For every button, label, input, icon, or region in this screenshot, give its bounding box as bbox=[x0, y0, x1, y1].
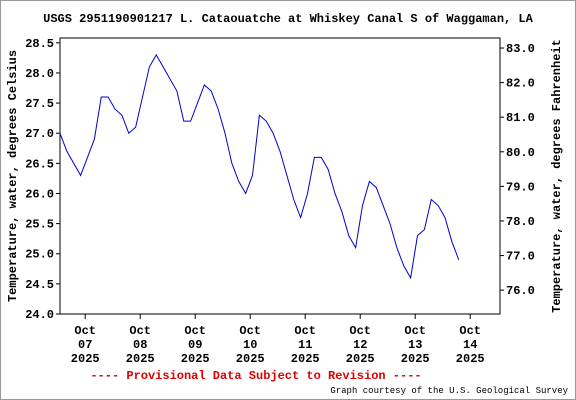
y2-tick-label: 80.0 bbox=[506, 146, 535, 160]
x-tick-label: Oct 09 2025 bbox=[181, 324, 210, 366]
y2-tick-label: 83.0 bbox=[506, 42, 535, 56]
y-tick-label: 26.5 bbox=[25, 157, 54, 171]
y-tick-label: 28.5 bbox=[25, 37, 54, 51]
y2-tick-label: 78.0 bbox=[506, 215, 535, 229]
y-tick-label: 25.5 bbox=[25, 218, 54, 232]
x-tick-label: Oct 14 2025 bbox=[456, 324, 485, 366]
y-tick-label: 24.0 bbox=[25, 308, 54, 322]
y-tick-label: 24.5 bbox=[25, 278, 54, 292]
x-tick-label: Oct 08 2025 bbox=[126, 324, 155, 366]
x-tick-label: Oct 10 2025 bbox=[236, 324, 265, 366]
y2-tick-label: 81.0 bbox=[506, 111, 535, 125]
x-tick-label: Oct 11 2025 bbox=[291, 324, 320, 366]
y-tick-label: 26.0 bbox=[25, 187, 54, 201]
y-tick-label: 27.5 bbox=[25, 97, 54, 111]
x-tick-label: Oct 07 2025 bbox=[71, 324, 100, 366]
x-tick-label: Oct 13 2025 bbox=[401, 324, 430, 366]
data-line bbox=[59, 53, 460, 280]
y-tick-label: 27.0 bbox=[25, 127, 54, 141]
credit: Graph courtesy of the U.S. Geological Su… bbox=[330, 386, 568, 396]
y2-tick-label: 76.0 bbox=[506, 284, 535, 298]
chart-title: USGS 2951190901217 L. Cataouatche at Whi… bbox=[43, 12, 533, 26]
y-tick-label: 25.0 bbox=[25, 248, 54, 262]
y2-tick-label: 82.0 bbox=[506, 77, 535, 91]
y2-tick-label: 77.0 bbox=[506, 250, 535, 264]
x-tick-label: Oct 12 2025 bbox=[346, 324, 375, 366]
y-axis-label: Temperature, water, degrees Celsius bbox=[6, 50, 20, 302]
provisional-note: ---- Provisional Data Subject to Revisio… bbox=[90, 369, 421, 383]
y2-axis-label: Temperature, water, degrees Fahrenheit bbox=[550, 39, 564, 313]
y-tick-label: 28.0 bbox=[25, 67, 54, 81]
plot-border bbox=[59, 37, 501, 315]
y2-tick-label: 79.0 bbox=[506, 180, 535, 194]
